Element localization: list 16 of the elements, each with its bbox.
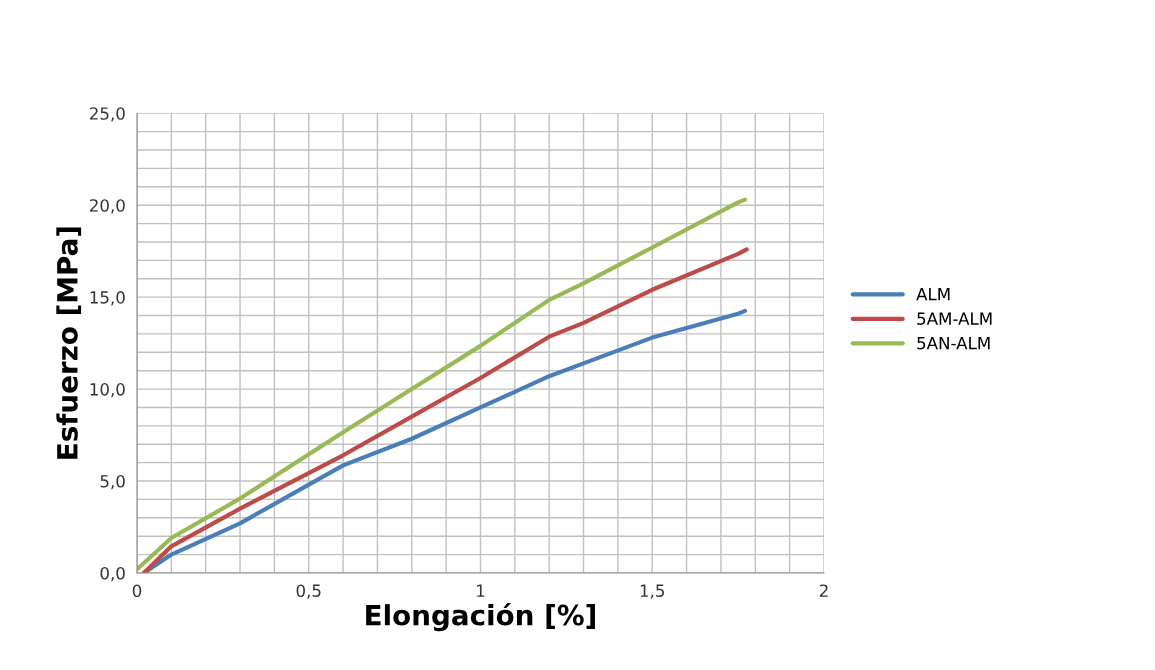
- x-tick-label: 2: [819, 584, 828, 597]
- legend-label: ALM: [916, 288, 950, 301]
- x-tick-label: 0: [132, 584, 142, 597]
- x-axis-title: Elongación [%]: [366, 603, 595, 632]
- y-tick-label: 0,0: [100, 566, 125, 582]
- y-axis-title: Esfuerzo [MPa]: [56, 227, 82, 459]
- legend-label: 5AM-ALM: [917, 312, 992, 325]
- x-tick-label: 1,5: [640, 584, 665, 599]
- y-tick-label: 20,0: [89, 199, 125, 214]
- x-tick-label: 0,5: [296, 584, 321, 599]
- y-tick-label: 25,0: [89, 107, 125, 122]
- y-tick-label: 5,0: [100, 475, 125, 490]
- legend-label: 5AN-ALM: [917, 337, 990, 350]
- x-tick-label: 1: [477, 584, 485, 597]
- y-tick-label: 15,0: [90, 291, 125, 306]
- y-tick-label: 10,0: [90, 383, 125, 398]
